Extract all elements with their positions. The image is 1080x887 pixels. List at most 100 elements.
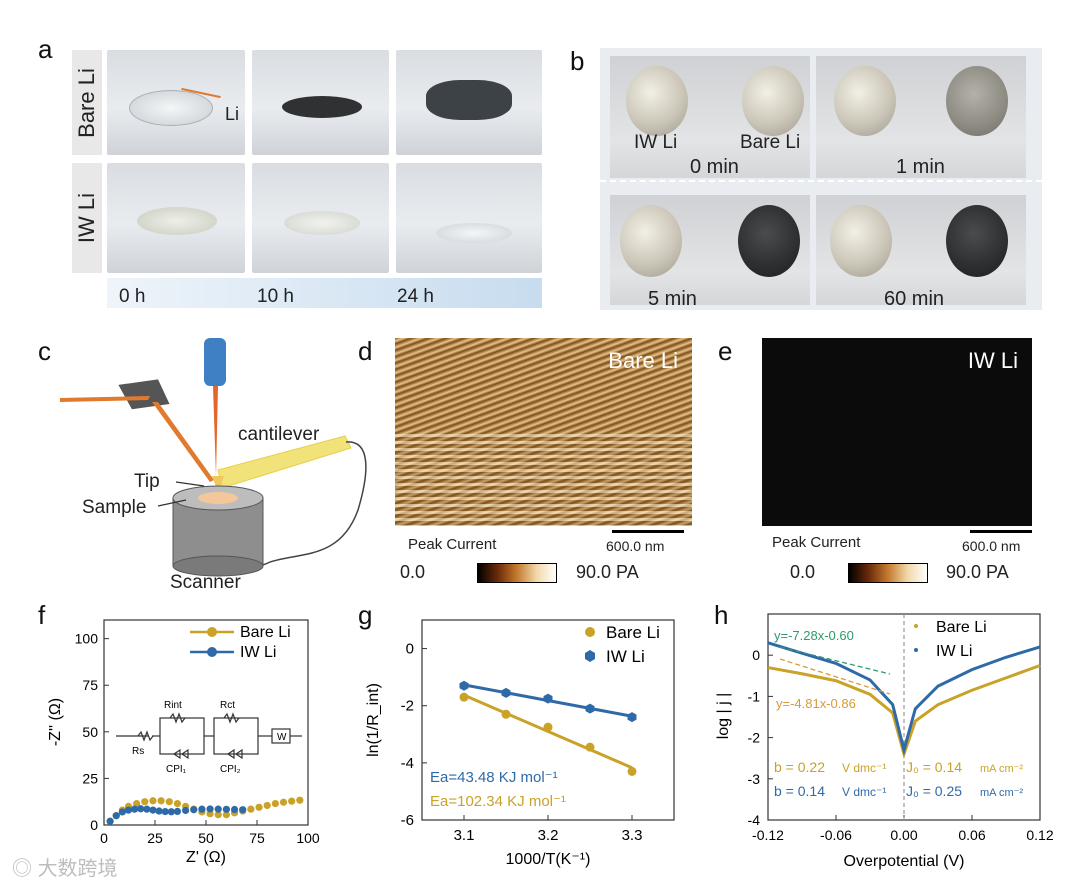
laser-icon xyxy=(204,338,226,386)
y-tick-label: -3 xyxy=(748,771,761,787)
data-point-iw xyxy=(190,806,198,814)
y-tick-label: 0 xyxy=(406,641,414,658)
panel-label-a: a xyxy=(38,34,53,64)
fit-line-green xyxy=(779,646,891,675)
fit-equation-green: y=-7.28x-0.60 xyxy=(774,628,854,643)
li-annotation: Li xyxy=(225,104,240,124)
panel-label-g: g xyxy=(358,600,373,630)
data-point-bare xyxy=(501,709,511,719)
kinetics-iw: b = 0.14 V dmc⁻¹ J₀ = 0.25 mA cm⁻² xyxy=(774,783,1023,799)
sample-pointer xyxy=(157,499,187,507)
label-scanner: Scanner xyxy=(170,572,241,593)
legend-label-bare: Bare Li xyxy=(936,619,987,636)
x-tick-label: -0.06 xyxy=(820,827,852,843)
y-tick-label: -2 xyxy=(748,730,761,746)
data-point-iw xyxy=(124,806,133,814)
chart-arrhenius: 3.1 3.2 3.3 0 -2 -4 -6 1000/T(K⁻¹) ln(1/R_int)… xyxy=(365,619,675,868)
time-axis-bar-a: 0 h 10 h 24 h xyxy=(107,278,542,308)
data-point-iw xyxy=(222,805,230,813)
legend-marker-iw xyxy=(914,648,918,652)
afm-schematic xyxy=(60,338,367,577)
data-point-bare xyxy=(255,803,263,811)
x-tick-label: 0.06 xyxy=(958,827,985,843)
x-tick-label: 3.3 xyxy=(622,827,643,844)
data-point-iw xyxy=(167,808,175,816)
chart-tafel: -0.12 -0.06 0.00 0.06 0.12 0 -1 -2 -3 -4 Overpote… xyxy=(715,613,1054,870)
b-value-bare: b = 0.22 xyxy=(774,759,825,775)
watermark-icon: ◎ xyxy=(12,858,38,880)
kinetics-bare: b = 0.22 V dmc⁻¹ J₀ = 0.14 mA cm⁻² xyxy=(774,759,1023,775)
data-point-bare xyxy=(288,797,296,805)
vial-photo-iw-10h xyxy=(252,163,389,273)
label-cantilever: cantilever xyxy=(238,424,320,445)
chart-nyquist: 0 25 50 75 100 0 25 50 75 100 Z' (Ω) -Z'' (Ω) Bar… xyxy=(47,619,320,866)
data-point-iw xyxy=(585,703,595,714)
coin-iw xyxy=(620,205,682,277)
tip-icon xyxy=(212,476,224,492)
laser-beam xyxy=(213,386,218,476)
x-tick-label: 75 xyxy=(249,830,265,846)
x-tick-label: 50 xyxy=(198,830,214,846)
data-point-bare xyxy=(157,797,165,805)
vial-photo-iw-0h xyxy=(107,163,245,273)
data-point-bare xyxy=(214,811,222,819)
legend-marker-bare xyxy=(585,627,595,637)
y-tick-label: 50 xyxy=(82,724,98,740)
series-line-iw xyxy=(767,641,1041,756)
circuit-rct: Rct xyxy=(220,700,235,711)
data-point-bare xyxy=(247,805,255,813)
time-label: 5 min xyxy=(648,288,697,310)
data-point-iw xyxy=(206,805,214,813)
x-tick-label: 0 xyxy=(100,830,108,846)
b-value-iw: b = 0.14 xyxy=(774,783,825,799)
y-tick-label: 25 xyxy=(82,770,98,786)
divider xyxy=(600,180,1042,182)
b-unit-bare: V dmc⁻¹ xyxy=(842,761,886,775)
legend-marker-iw xyxy=(207,647,217,657)
afm-title: IW Li xyxy=(967,348,1018,373)
tip-pointer xyxy=(175,481,205,487)
data-point-iw xyxy=(214,805,222,813)
colorbar-max: 90.0 PA xyxy=(946,562,1009,582)
x-tick-label: 3.2 xyxy=(538,827,559,844)
scalebar xyxy=(612,530,684,533)
colorbar-min: 0.0 xyxy=(790,562,816,582)
panel-label-h: h xyxy=(714,600,729,630)
y-tick-label: -4 xyxy=(748,812,761,828)
coin-bare xyxy=(738,205,800,277)
j0-value-bare: J₀ = 0.14 xyxy=(906,759,962,775)
coin-label-bare: Bare Li xyxy=(740,132,801,153)
colorbar-title: Peak Current xyxy=(772,534,861,551)
time-label: 10 h xyxy=(257,286,294,307)
data-point-iw xyxy=(143,805,151,813)
data-point-bare xyxy=(627,766,637,776)
x-tick-label: 25 xyxy=(147,830,163,846)
circuit-cpe2: CPI₂ xyxy=(220,764,241,775)
legend-marker-bare xyxy=(207,627,217,637)
b-unit-iw: V dmc⁻¹ xyxy=(842,785,886,799)
colorbar-min: 0.0 xyxy=(400,562,426,582)
coin-iw xyxy=(830,205,892,277)
data-point-iw xyxy=(230,805,239,814)
coin-iw xyxy=(626,66,688,136)
data-point-iw xyxy=(131,805,139,813)
x-axis-label: Overpotential (V) xyxy=(844,853,965,870)
coin-bare xyxy=(742,66,804,136)
colorbar-max: 90.0 PA xyxy=(576,562,639,582)
annotation-ea-iw: Ea=43.48 KJ mol⁻¹ xyxy=(430,769,558,786)
y-tick-label: -6 xyxy=(401,812,414,829)
data-point-iw xyxy=(112,812,120,820)
data-point-bare xyxy=(543,722,553,732)
legend-label-bare: Bare Li xyxy=(240,624,291,641)
panel-label-d: d xyxy=(358,336,373,366)
y-tick-label: -4 xyxy=(401,755,414,772)
time-label: 1 min xyxy=(896,156,945,178)
coin-photo-60min xyxy=(816,195,1026,305)
circuit-rint: Rint xyxy=(164,700,182,711)
legend: Bare Li IW Li xyxy=(190,624,291,661)
annotation-ea-bare: Ea=102.34 KJ mol⁻¹ xyxy=(430,793,566,810)
reflected-beam-2 xyxy=(152,402,214,482)
time-label: 24 h xyxy=(397,286,434,307)
coin-bare xyxy=(946,66,1008,136)
data-point-iw xyxy=(149,806,157,814)
